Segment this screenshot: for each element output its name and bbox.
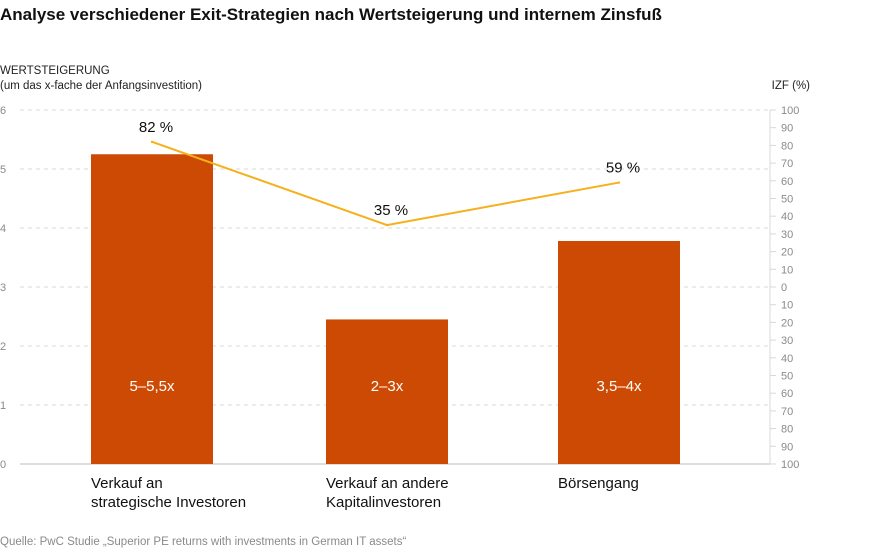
- y-tick-label: 4: [0, 223, 6, 235]
- izf-point: [617, 181, 621, 184]
- y2-tick-label: 70: [781, 406, 793, 418]
- y2-tick-label: 90: [781, 123, 793, 135]
- bar: [558, 240, 680, 464]
- y-tick-label: 2: [0, 341, 6, 353]
- chart-title: Analyse verschiedener Exit-Strategien na…: [0, 5, 662, 24]
- category-label: Verkauf an andere: [326, 475, 449, 492]
- y2-tick-label: 80: [781, 140, 793, 152]
- y2-tick-label: 100: [781, 105, 799, 117]
- y-axis-subtitle: (um das x-fache der Anfangsinvestition): [0, 80, 202, 92]
- y2-tick-label: 90: [781, 441, 793, 453]
- izf-value-label: 59 %: [606, 160, 640, 177]
- bar: [91, 154, 213, 464]
- y2-tick-label: 60: [781, 388, 793, 400]
- y2-tick-label: 10: [781, 264, 793, 276]
- y2-tick-label: 20: [781, 247, 793, 259]
- y-tick-label: 6: [0, 105, 6, 117]
- y2-tick-label: 10: [781, 300, 793, 312]
- bar-value-label: 2–3x: [371, 378, 404, 395]
- y-tick-label: 5: [0, 164, 6, 176]
- category-label: Verkauf an: [91, 475, 163, 492]
- izf-point: [385, 223, 389, 227]
- y2-tick-label: 50: [781, 371, 793, 383]
- source-note: Quelle: PwC Studie „Superior PE returns …: [0, 536, 406, 548]
- y2-tick-label: 60: [781, 176, 793, 188]
- izf-value-label: 82 %: [139, 119, 173, 136]
- bars: 5–5,5x 2–3x 3,5–4x: [91, 154, 680, 464]
- y2-tick-label: 30: [781, 229, 793, 241]
- izf-line-layer: 82 % 35 % 59 %: [139, 119, 640, 227]
- y2-tick-label: 30: [781, 335, 793, 347]
- y2-tick-label: 50: [781, 194, 793, 206]
- y-axis-ticks: 0 1 2 3 4 5 6: [0, 105, 6, 471]
- y2-axis-title: IZF (%): [772, 80, 810, 92]
- y2-axis-ticks: 1009080706050403020100102030405060708090…: [769, 105, 799, 471]
- bar-value-label: 5–5,5x: [129, 378, 175, 395]
- y2-tick-label: 70: [781, 158, 793, 170]
- y-axis-title: WERTSTEIGERUNG: [0, 65, 110, 77]
- bar-value-label: 3,5–4x: [596, 378, 642, 395]
- y2-tick-label: 100: [781, 459, 799, 471]
- y2-tick-label: 20: [781, 317, 793, 329]
- category-label: Börsengang: [558, 475, 639, 492]
- y2-tick-label: 0: [781, 282, 787, 294]
- y2-tick-label: 40: [781, 211, 793, 223]
- y-tick-label: 1: [0, 400, 6, 412]
- y2-tick-label: 40: [781, 353, 793, 365]
- y-tick-label: 3: [0, 282, 6, 294]
- y2-tick-label: 80: [781, 424, 793, 436]
- y-tick-label: 0: [0, 459, 6, 471]
- category-labels: Verkauf an strategische Investoren Verkauf…: [91, 475, 639, 511]
- category-label: Kapitalinvestoren: [326, 494, 441, 511]
- izf-point: [150, 140, 154, 144]
- category-label: strategische Investoren: [91, 494, 246, 511]
- izf-value-label: 35 %: [374, 202, 408, 219]
- bar: [326, 319, 448, 464]
